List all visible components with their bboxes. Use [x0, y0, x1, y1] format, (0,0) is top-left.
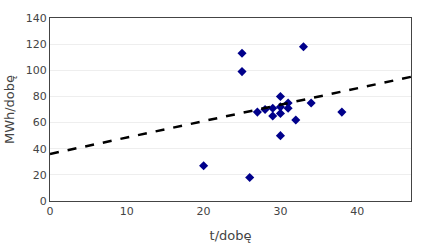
svg-text:MWh/dobę: MWh/dobę — [2, 75, 17, 144]
svg-text:10: 10 — [120, 205, 134, 218]
svg-text:20: 20 — [197, 205, 211, 218]
svg-text:40: 40 — [350, 205, 364, 218]
svg-text:80: 80 — [33, 90, 47, 103]
svg-text:t/dobę: t/dobę — [210, 228, 252, 243]
svg-text:0: 0 — [40, 195, 47, 208]
svg-text:60: 60 — [33, 116, 47, 129]
svg-text:120: 120 — [26, 38, 47, 51]
svg-text:100: 100 — [26, 64, 47, 77]
svg-text:30: 30 — [273, 205, 287, 218]
svg-text:0: 0 — [47, 205, 54, 218]
svg-text:40: 40 — [33, 143, 47, 156]
svg-text:140: 140 — [26, 12, 47, 25]
svg-text:20: 20 — [33, 169, 47, 182]
